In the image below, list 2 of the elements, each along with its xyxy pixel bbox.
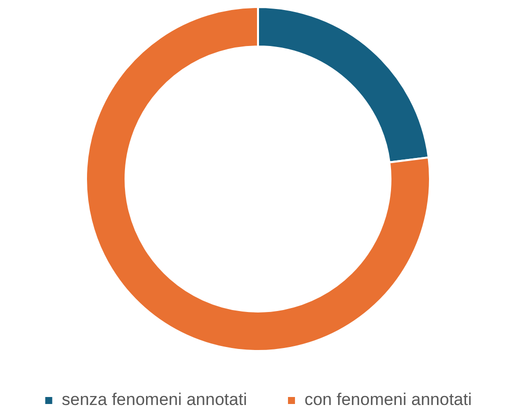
- legend-label: con fenomeni annotati: [304, 390, 472, 410]
- legend-label: senza fenomeni annotati: [62, 390, 247, 410]
